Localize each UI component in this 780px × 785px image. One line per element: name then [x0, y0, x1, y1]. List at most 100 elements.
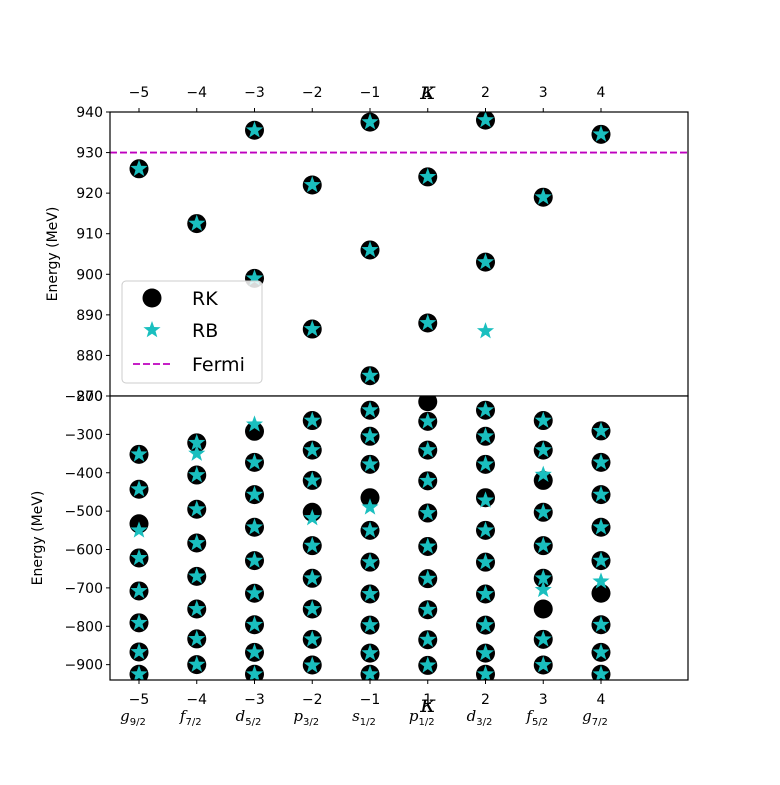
- rb-point: [361, 521, 379, 538]
- rb-point: [361, 498, 379, 515]
- rb-point: [419, 656, 437, 673]
- bottom-kappa-tick-label: 1: [423, 692, 432, 708]
- rb-point: [361, 113, 379, 130]
- y-tick-label: 890: [76, 308, 103, 324]
- rb-point: [130, 159, 148, 177]
- top-kappa-tick-label: 1: [423, 85, 432, 101]
- rb-point: [534, 580, 552, 598]
- y-tick-label: 910: [76, 227, 103, 243]
- rb-point: [476, 401, 495, 418]
- y-tick-label: −700: [65, 581, 103, 597]
- legend-rk-marker: [142, 288, 162, 308]
- y-tick-label: 930: [76, 146, 103, 162]
- top-kappa-tick-label: −1: [360, 85, 381, 101]
- rk-point: [591, 583, 611, 603]
- rb-point: [245, 415, 264, 432]
- top-kappa-tick-label: −4: [186, 85, 207, 101]
- kappa-axis: −5−5g9/2−4−4f7/2−3−3d5/2−2−2p3/2−1−1s1/2…: [120, 77, 608, 728]
- rb-point: [361, 616, 379, 633]
- legend-label-rk: RK: [192, 288, 218, 310]
- orbital-label: g9/2: [120, 707, 146, 728]
- rb-point: [245, 485, 264, 502]
- rb-point: [361, 553, 379, 570]
- rb-point: [419, 471, 437, 489]
- bottom-kappa-tick-label: 4: [597, 692, 606, 708]
- rb-point: [188, 600, 206, 617]
- rb-point: [534, 536, 552, 553]
- rb-point: [419, 600, 437, 618]
- top-kappa-tick-label: −3: [244, 85, 265, 101]
- rb-point: [245, 643, 264, 660]
- y-tick-label: −500: [65, 504, 103, 520]
- orbital-label: s1/2: [352, 707, 376, 728]
- rb-point: [419, 504, 437, 521]
- rb-point: [303, 509, 321, 526]
- bottom-kappa-tick-label: −4: [186, 692, 207, 708]
- legend-box: [121, 280, 263, 384]
- rb-point: [476, 585, 495, 602]
- top-kappa-tick-label: 2: [481, 85, 490, 101]
- orbital-label: d5/2: [236, 707, 262, 728]
- orbital-label: g7/2: [582, 707, 608, 728]
- rb-point: [361, 366, 379, 383]
- rb-point: [188, 466, 206, 483]
- rb-point: [476, 521, 495, 538]
- rb-point: [361, 644, 379, 661]
- rb-point: [303, 569, 321, 586]
- rb-point: [419, 630, 437, 647]
- rb-point: [361, 240, 379, 258]
- bottom-kappa-symbol: κ: [419, 690, 436, 718]
- rb-point: [534, 569, 552, 586]
- rb-point: [419, 441, 437, 458]
- rb-point: [303, 536, 321, 553]
- rb-point: [130, 548, 148, 566]
- orbital-label: p1/2: [409, 707, 435, 728]
- rb-point: [361, 585, 379, 602]
- data-points: [129, 396, 611, 680]
- rb-point: [245, 551, 264, 568]
- rb-point: [130, 581, 148, 599]
- rb-point: [303, 630, 321, 647]
- bottom-kappa-tick-label: −2: [302, 692, 323, 708]
- legend-rb-marker: [143, 321, 161, 338]
- rb-point: [419, 313, 437, 331]
- rb-point: [476, 616, 495, 633]
- orbital-label: f7/2: [179, 707, 202, 728]
- rb-point: [245, 584, 264, 601]
- rb-point: [361, 401, 379, 418]
- rb-point: [592, 485, 610, 502]
- rk-point: [533, 599, 553, 619]
- rb-point: [188, 500, 206, 517]
- rb-point: [361, 665, 379, 680]
- rb-point: [592, 125, 610, 142]
- rb-point: [188, 533, 206, 551]
- orbital-label: d3/2: [467, 707, 493, 728]
- orbital-label: p3/2: [293, 707, 319, 728]
- rb-point: [534, 503, 552, 520]
- rb-point: [419, 167, 437, 185]
- y-tick-label: −900: [65, 658, 103, 674]
- bottom-kappa-tick-label: 3: [539, 692, 548, 708]
- rb-point: [303, 656, 321, 673]
- top-kappa-tick-label: −5: [129, 85, 150, 101]
- y-tick-label: −800: [65, 619, 103, 635]
- rb-point: [534, 411, 552, 428]
- rk-point: [418, 396, 438, 412]
- orbital-label: f5/2: [525, 707, 548, 728]
- rb-point: [534, 441, 552, 458]
- rb-point: [245, 269, 264, 286]
- rb-point: [476, 553, 495, 570]
- rb-point: [303, 176, 321, 193]
- rb-point: [361, 427, 379, 444]
- y-tick-label: 900: [76, 267, 103, 283]
- y-tick-label: 880: [76, 348, 103, 364]
- rb-point: [188, 655, 206, 672]
- rb-point: [188, 214, 206, 231]
- rb-point: [476, 491, 495, 508]
- top-kappa-symbol: κ: [419, 77, 436, 105]
- bottom-kappa-tick-label: −3: [244, 692, 265, 708]
- rb-point: [419, 537, 437, 554]
- y-tick-label: 940: [76, 105, 103, 121]
- legend-label-fermi: Fermi: [192, 354, 245, 376]
- y-tick-label: −600: [65, 543, 103, 559]
